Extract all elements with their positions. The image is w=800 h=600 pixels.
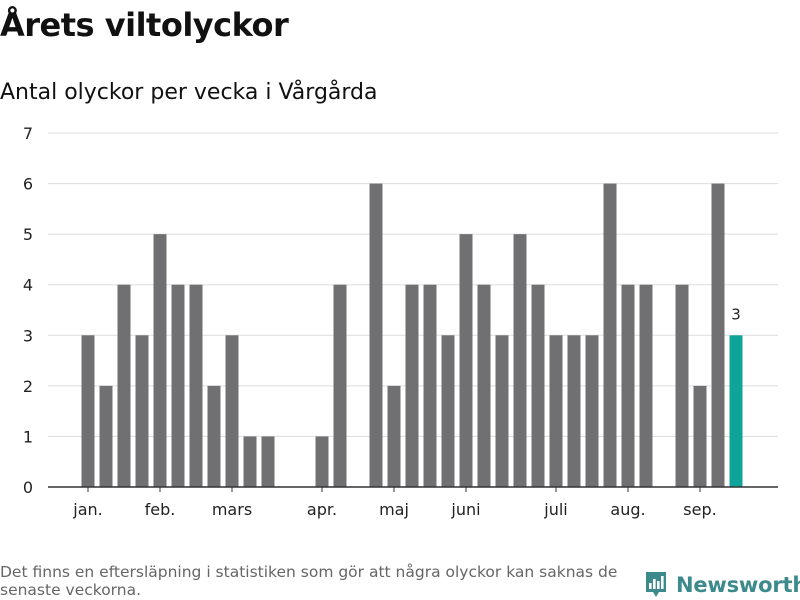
bar [621, 284, 635, 487]
bar [225, 335, 239, 487]
bar [585, 335, 599, 487]
chart-title: Årets viltolyckor [0, 6, 289, 44]
bar [567, 335, 581, 487]
bar [243, 436, 257, 487]
bar [153, 234, 167, 487]
x-tick-label: juli [543, 500, 567, 519]
bar [495, 335, 509, 487]
footnote: Det finns en eftersläpning i statistiken… [0, 563, 618, 599]
y-axis-ticks: 0 1 2 3 4 5 6 7 [23, 124, 33, 497]
bar [711, 183, 725, 488]
bar-highlight [729, 335, 743, 487]
bar [549, 335, 563, 487]
bar [261, 436, 275, 487]
bar [639, 284, 653, 487]
bar [387, 385, 401, 487]
y-tick-label: 7 [23, 124, 33, 143]
bar [135, 335, 149, 487]
bar [189, 284, 203, 487]
bar [405, 284, 419, 487]
bar [207, 385, 221, 487]
bar-chart: 0 1 2 3 4 5 6 7 3 jan. feb. mars apr. maj juni juli au… [23, 124, 778, 519]
bar [675, 284, 689, 487]
y-tick-label: 4 [23, 276, 33, 295]
brand-name: Newsworthy [676, 573, 800, 597]
data-label: 3 [731, 305, 741, 323]
bar [315, 436, 329, 487]
bar [441, 335, 455, 487]
x-tick-label: aug. [610, 500, 645, 519]
bar [333, 284, 347, 487]
bar [531, 284, 545, 487]
bar [99, 385, 113, 487]
bar [423, 284, 437, 487]
bar [81, 335, 95, 487]
y-tick-label: 2 [23, 377, 33, 396]
y-tick-label: 3 [23, 326, 33, 345]
y-tick-label: 5 [23, 225, 33, 244]
chart-subtitle: Antal olyckor per vecka i Vårgårda [0, 80, 378, 105]
bar [513, 234, 527, 487]
x-tick-label: sep. [683, 500, 716, 519]
x-tick-label: apr. [307, 500, 337, 519]
bar [693, 385, 707, 487]
bars [81, 183, 743, 488]
x-tick-label: juni [450, 500, 480, 519]
x-tick-label: feb. [145, 500, 176, 519]
x-axis-ticks: jan. feb. mars apr. maj juni juli aug. sep. [72, 487, 717, 519]
bar [459, 234, 473, 487]
x-tick-label: maj [379, 500, 409, 519]
y-tick-label: 6 [23, 175, 33, 194]
bar [369, 183, 383, 488]
y-tick-label: 0 [23, 478, 33, 497]
brand-logo: Newsworthy [644, 570, 800, 600]
y-tick-label: 1 [23, 427, 33, 446]
newsworthy-logo-icon [646, 572, 666, 597]
data-labels: 3 [731, 305, 741, 323]
x-tick-label: mars [212, 500, 252, 519]
bar [171, 284, 185, 487]
bar [603, 183, 617, 488]
bar [117, 284, 131, 487]
bar [477, 284, 491, 487]
x-tick-label: jan. [72, 500, 102, 519]
